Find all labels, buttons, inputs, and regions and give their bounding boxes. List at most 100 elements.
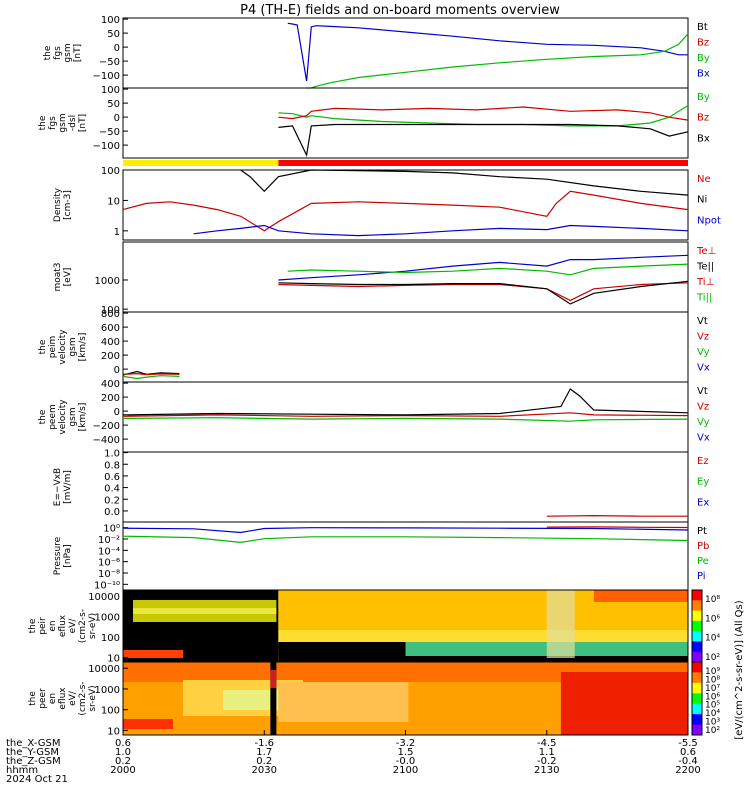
series-line-Vz	[122, 412, 689, 417]
y-axis-label-line: the	[38, 339, 48, 354]
series-line-By	[278, 104, 689, 127]
mode-bar-segment-0	[123, 160, 279, 166]
mode-bar-segment-1	[278, 160, 688, 166]
y-axis-label-line: gsm	[63, 43, 73, 62]
y-tick-label: 0	[114, 43, 120, 54]
y-axis-label-line: the	[43, 45, 53, 60]
panel-temperature: 1000 100 moat3 [eV] Te⊥ Te|| Ti⊥ Ti||	[53, 241, 716, 316]
y-tick-label: −50	[99, 127, 120, 138]
legend-entry: Vy	[697, 347, 710, 358]
y-tick-label: 1.0	[104, 449, 120, 460]
footer-row-label: the_Z-GSM	[6, 756, 61, 767]
series-line-Pi	[122, 527, 689, 534]
panel-density: 100 10 1 Density [cm-3] Ne Ni Npot	[53, 166, 721, 241]
y-axis-label-line: [nPa]	[63, 544, 73, 567]
footer-value: 1.7	[256, 747, 272, 758]
series-line-Te||	[278, 280, 689, 305]
series-line-Bx	[287, 22, 688, 82]
y-axis-label-line: gsm	[68, 407, 78, 426]
spectrogram-block	[133, 608, 277, 614]
y-tick-label: 0.2	[104, 495, 120, 506]
y-tick-label: 400	[101, 337, 120, 348]
y-axis-label-line: peir	[38, 617, 48, 635]
y-axis-label-line: gsm	[58, 113, 68, 132]
panel-frame	[122, 87, 689, 159]
series-line-Bx	[278, 123, 689, 158]
colorbar-tick-label: 10⁵	[705, 701, 720, 711]
spectrogram-block	[593, 590, 688, 602]
legend-entry: Vy	[697, 417, 710, 428]
series-line-Ni	[122, 190, 689, 232]
colorbar-band	[692, 693, 702, 705]
footer-row-label: hhmm	[6, 765, 38, 776]
legend-entry: Ti||	[696, 293, 712, 304]
y-axis-label-line: [mV/m]	[63, 470, 73, 504]
legend-entry: Ti⊥	[696, 277, 714, 288]
legend-entry: By	[697, 53, 710, 64]
y-tick-label: 100	[101, 15, 120, 26]
y-axis-label-line: peim	[48, 336, 58, 359]
y-tick-label: 0.6	[104, 472, 120, 483]
footer-date: 2024 Oct 21	[6, 774, 68, 785]
footer-value: 1.5	[398, 747, 414, 758]
panel-peem_velocity: 400 200 0 −200 −400 the peem velocity gsm [km/s] V…	[38, 379, 710, 453]
y-tick-label: 100	[101, 706, 120, 717]
y-tick-label: 600	[101, 323, 120, 334]
y-tick-label: 0.4	[104, 484, 120, 495]
colorbar-band	[692, 714, 702, 726]
y-axis-label-line: eV/	[68, 618, 78, 634]
series-line-Ez	[546, 514, 688, 517]
series-line-Ne	[240, 169, 689, 196]
y-axis-label-line: gsm	[68, 337, 78, 356]
colorbar-tick-label: 10³	[705, 718, 720, 728]
legend-entry: Vt	[697, 386, 708, 397]
footer-row-label: the_Y-GSM	[6, 747, 59, 758]
series-line-Te⊥	[278, 282, 689, 302]
legend-entry: Te⊥	[696, 246, 716, 257]
footer-value: 0.2	[256, 756, 272, 767]
footer-value: -5.5	[678, 738, 698, 749]
y-axis-label-line: [km/s]	[78, 403, 88, 432]
y-axis-label-line: velocity	[58, 399, 68, 435]
y-axis-label: the fgs gsm -dsl [nT]	[38, 113, 88, 132]
legend-entry: Vz	[697, 332, 709, 343]
legend-entry: Bx	[697, 133, 710, 144]
legend-entry: Bx	[697, 69, 710, 80]
footer-value: 2000	[110, 765, 135, 776]
legend-entry: Pb	[697, 541, 709, 552]
panel-frame	[122, 169, 689, 241]
footer-value: 1.0	[115, 747, 131, 758]
footer-value: 2200	[675, 765, 700, 776]
legend-entry: Te||	[696, 262, 714, 273]
spectrogram-block	[123, 719, 173, 729]
footer-value: -0.0	[396, 756, 416, 767]
spectrogram-block	[123, 662, 688, 682]
y-axis-label-line: the	[28, 691, 38, 706]
colorbar-band	[692, 620, 702, 632]
y-axis-label-line: Density	[53, 187, 63, 222]
series-line-Ti⊥	[287, 263, 689, 276]
y-axis-label-line: [nT]	[73, 44, 83, 62]
y-tick-label: 100	[101, 305, 120, 316]
y-tick-label: −50	[99, 57, 120, 68]
footer-value: 2100	[393, 765, 418, 776]
y-axis-label-line: peer	[38, 688, 48, 709]
footer-value: 1.1	[539, 747, 555, 758]
y-axis-label-line: Pressure	[53, 536, 63, 575]
panel-peer_spectrogram: 10000 1000 100 10 the peer en eflux eV/(cm2-s-sr…	[28, 661, 720, 737]
y-tick-label: 10	[107, 726, 120, 737]
legend-entry: Ni	[697, 195, 707, 206]
spectrogram-block	[278, 630, 688, 642]
y-axis-label-line: [eV]	[63, 268, 73, 287]
y-tick-label: −100	[93, 71, 120, 82]
legend-entry: Ex	[697, 497, 709, 508]
y-tick-label: 10⁻⁴	[98, 546, 120, 557]
panel-frame	[122, 521, 689, 591]
footer-value: -0.2	[537, 756, 557, 767]
y-tick-label: 50	[107, 99, 120, 110]
footer-row-label: the_X-GSM	[6, 738, 60, 749]
y-axis-label-line: en	[48, 620, 58, 631]
colorbar-band	[692, 641, 702, 653]
y-axis-label-line: the	[38, 115, 48, 130]
spectrogram-block	[546, 590, 575, 658]
